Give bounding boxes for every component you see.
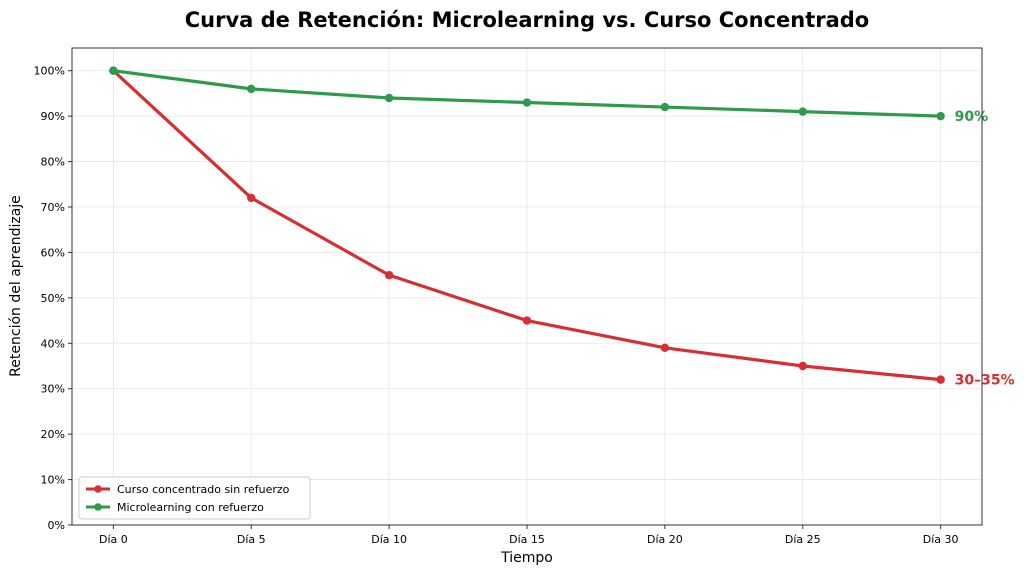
data-point	[384, 93, 394, 103]
x-axis-label: Tiempo	[500, 550, 553, 566]
y-tick-label: 30%	[41, 383, 65, 396]
x-tick-label: Día 0	[99, 533, 128, 546]
x-tick-label: Día 20	[647, 533, 683, 546]
end-value-label: 90%	[955, 109, 989, 125]
legend-swatch-marker	[94, 485, 102, 493]
y-tick-label: 40%	[41, 337, 65, 350]
y-tick-label: 80%	[41, 156, 65, 169]
legend-box	[78, 476, 311, 520]
data-point	[522, 98, 532, 107]
data-point	[936, 375, 945, 384]
y-tick-label: 60%	[41, 246, 65, 259]
x-tick-label: Día 30	[923, 533, 959, 546]
grid-lines	[72, 48, 982, 526]
data-point	[247, 84, 256, 94]
y-tick-label: 20%	[41, 428, 65, 441]
axis-ticks: 0% 10% 20% 30% 40% 50% 60% 70% 80% 90% 100% Día 0 Dí…	[34, 65, 959, 546]
y-axis-label: Retención del aprendizaje	[8, 195, 24, 377]
data-point	[936, 111, 945, 121]
end-value-label: 30–35%	[955, 373, 1015, 389]
series-1: 90%	[109, 66, 989, 125]
chart-title: Curva de Retención: Microlearning vs. Cu…	[185, 8, 869, 32]
legend-entry-label: Curso concentrado sin refuerzo	[117, 483, 290, 496]
series-0: 30–35%	[109, 66, 1015, 389]
x-tick-label: Día 5	[237, 533, 266, 546]
y-tick-label: 100%	[34, 65, 65, 78]
data-point	[109, 66, 118, 75]
y-tick-label: 0%	[48, 519, 65, 532]
x-tick-label: Día 15	[509, 533, 545, 546]
data-point	[660, 343, 670, 353]
y-tick-label: 10%	[41, 474, 65, 487]
x-tick-label: Día 10	[371, 533, 407, 546]
legend-entry-label: Microlearning con refuerzo	[117, 501, 264, 514]
data-point	[798, 107, 807, 116]
y-tick-label: 50%	[41, 292, 65, 305]
legend: Curso concentrado sin refuerzo Microlearn…	[78, 476, 311, 520]
y-tick-label: 70%	[41, 201, 65, 214]
data-point	[247, 193, 256, 203]
data-point	[660, 102, 670, 112]
data-point	[798, 361, 807, 371]
data-point	[384, 270, 394, 280]
y-tick-label: 90%	[41, 110, 65, 123]
data-point	[522, 316, 532, 325]
series-lines: 30–35% 90%	[109, 66, 1015, 389]
x-tick-label: Día 25	[785, 533, 821, 546]
legend-swatch-marker	[94, 503, 102, 511]
